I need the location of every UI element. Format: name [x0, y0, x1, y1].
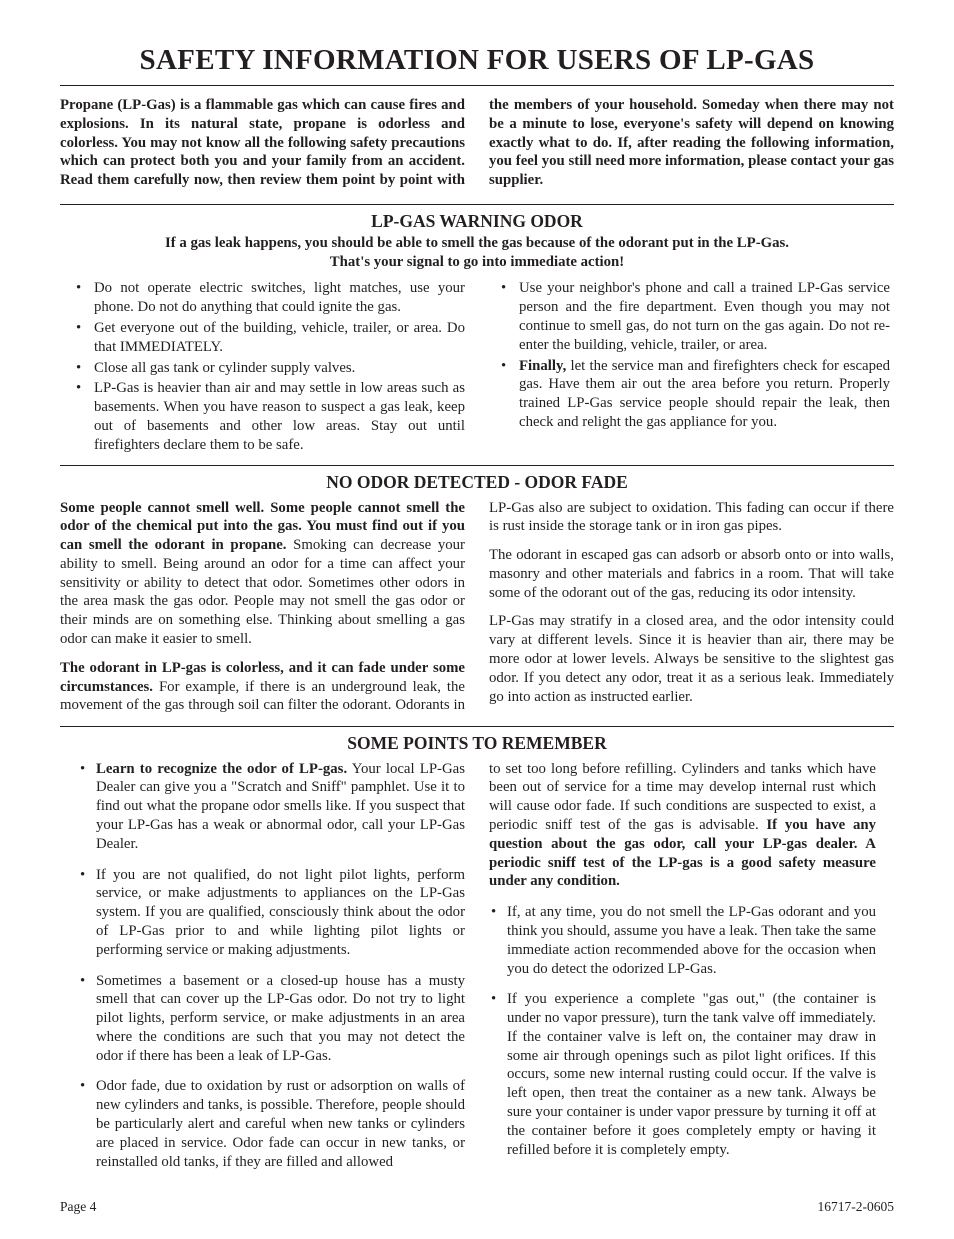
section-heading-points: SOME POINTS TO REMEMBER	[60, 733, 894, 754]
divider	[60, 204, 894, 205]
list-item: If you are not qualified, do not light p…	[78, 866, 465, 960]
section-heading-warning: LP-GAS WARNING ODOR	[60, 211, 894, 232]
points-list: Learn to recognize the odor of LP-gas. Y…	[60, 760, 894, 1178]
list-item: Do not operate electric switches, light …	[64, 279, 465, 317]
page-footer: Page 4 16717-2-0605	[60, 1199, 894, 1215]
list-item: LP-Gas is heavier than air and may settl…	[64, 379, 465, 454]
subheading-line: That's your signal to go into immediate …	[330, 254, 624, 270]
list-item: If, at any time, you do not smell the LP…	[489, 903, 876, 978]
list-item: Close all gas tank or cylinder supply va…	[64, 359, 465, 378]
paragraph: LP-Gas may stratify in a closed area, an…	[489, 612, 894, 706]
footer-left: Page 4	[60, 1199, 96, 1215]
divider	[60, 465, 894, 466]
list-item: Get everyone out of the building, vehicl…	[64, 319, 465, 357]
intro-text: Propane (LP-Gas) is a flammable gas whic…	[60, 96, 894, 190]
footer-right: 16717-2-0605	[818, 1199, 895, 1215]
list-item-continuation: to set too long before refilling. Cylind…	[489, 760, 876, 891]
page-title: SAFETY INFORMATION FOR USERS OF LP-GAS	[60, 44, 894, 77]
list-item: Use your neighbor's phone and call a tra…	[489, 279, 890, 354]
warning-list: Do not operate electric switches, light …	[60, 279, 894, 454]
subheading-line: If a gas leak happens, you should be abl…	[165, 235, 789, 251]
bold-lead: Learn to recognize the odor of LP-gas.	[96, 761, 347, 777]
paragraph: The odorant in escaped gas can adsorb or…	[489, 546, 894, 602]
list-item: Odor fade, due to oxidation by rust or a…	[78, 1077, 465, 1171]
odorfade-body: Some people cannot smell well. Some peop…	[60, 499, 894, 716]
item-rest: let the service man and firefighters che…	[519, 358, 890, 430]
divider	[60, 726, 894, 727]
list-item: Learn to recognize the odor of LP-gas. Y…	[78, 760, 465, 854]
bold-lead: Finally,	[519, 358, 566, 374]
paragraph: Some people cannot smell well. Some peop…	[60, 499, 465, 649]
list-item: If you experience a complete "gas out," …	[489, 990, 876, 1159]
list-item: Finally, let the service man and firefig…	[489, 357, 890, 432]
list-item: Sometimes a basement or a closed-up hous…	[78, 972, 465, 1066]
divider	[60, 85, 894, 86]
section-heading-odorfade: NO ODOR DETECTED - ODOR FADE	[60, 472, 894, 493]
para-rest: Smoking can decrease your ability to sme…	[60, 537, 465, 647]
section-subheading: If a gas leak happens, you should be abl…	[60, 234, 894, 272]
